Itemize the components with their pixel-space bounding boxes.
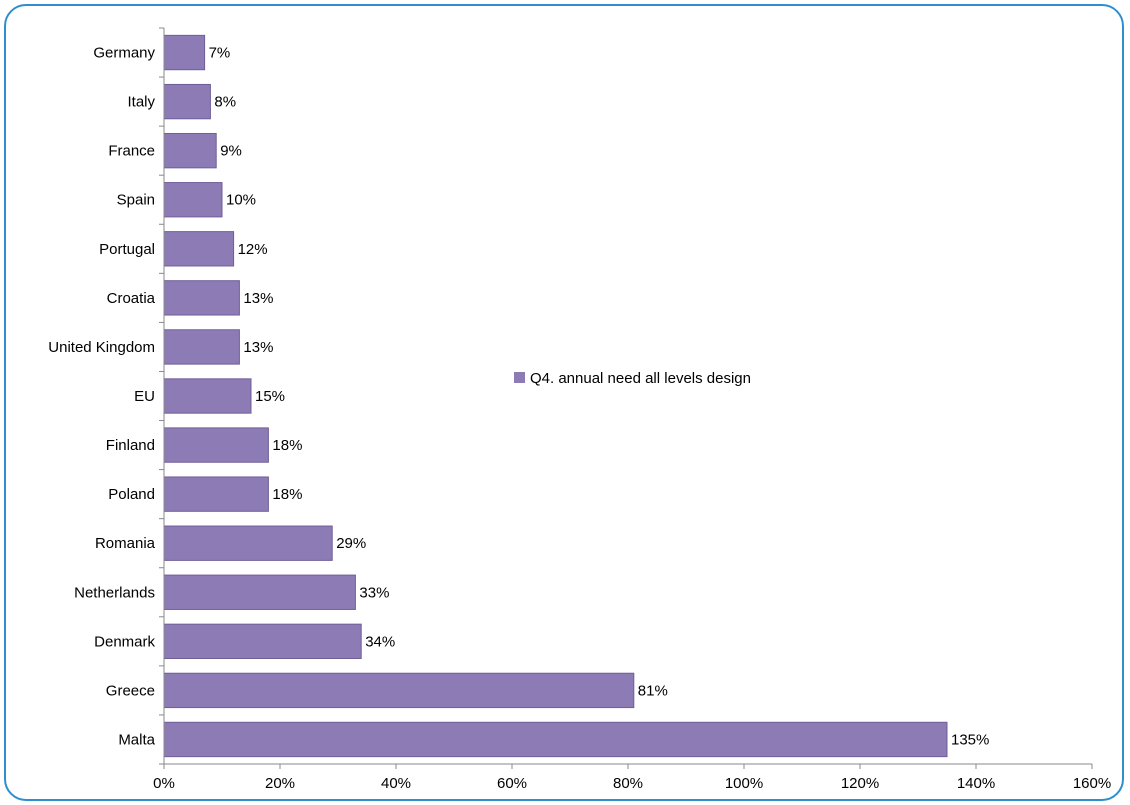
- x-tick-label: 100%: [725, 775, 763, 792]
- value-labels: 7% 8% 9% 10% 12% 13% 13% 15% 18% 18% 29% 33% 34% 81% 1…: [209, 45, 990, 749]
- data-label: 7%: [209, 45, 231, 62]
- category-label: Romania: [95, 535, 156, 552]
- data-label: 13%: [243, 290, 273, 307]
- bar: [163, 280, 240, 316]
- data-label: 8%: [214, 94, 236, 111]
- bar: [163, 574, 356, 610]
- x-tick-label: 40%: [381, 775, 411, 792]
- bar: [163, 525, 333, 561]
- bar: [163, 378, 252, 414]
- bar: [163, 34, 206, 71]
- data-label: 81%: [638, 682, 668, 699]
- category-label: Finland: [106, 437, 155, 454]
- category-label: Germany: [93, 45, 155, 62]
- legend: Q4. annual need all levels design: [514, 370, 751, 387]
- x-tick-label: 20%: [265, 775, 295, 792]
- bar: [163, 231, 235, 267]
- category-label: Italy: [127, 94, 155, 111]
- data-label: 12%: [238, 241, 268, 258]
- axes: 0% 20% 40% 60% 80% 100% 120% 140% 160%: [153, 27, 1111, 792]
- legend-label: Q4. annual need all levels design: [530, 370, 751, 387]
- category-label: Croatia: [107, 290, 156, 307]
- bar: [163, 329, 240, 365]
- category-label: France: [108, 143, 155, 160]
- bar: [163, 672, 635, 709]
- data-label: 18%: [272, 437, 302, 454]
- category-label: Netherlands: [74, 584, 155, 601]
- data-label: 15%: [255, 388, 285, 405]
- x-tick-label: 60%: [497, 775, 527, 792]
- bar: [163, 83, 211, 120]
- legend-swatch: [514, 372, 525, 383]
- data-label: 9%: [220, 143, 242, 160]
- data-label: 13%: [243, 339, 273, 356]
- bar: [163, 721, 948, 758]
- category-label: Greece: [106, 682, 155, 699]
- x-tick-label: 80%: [613, 775, 643, 792]
- category-label: Poland: [108, 486, 155, 503]
- bar: [163, 476, 269, 512]
- x-tick-label: 140%: [957, 775, 995, 792]
- bar: [163, 132, 217, 169]
- category-labels: Germany Italy France Spain Portugal Croatia Un…: [48, 45, 155, 749]
- category-label: Portugal: [99, 241, 155, 258]
- data-label: 135%: [951, 731, 989, 748]
- x-tick-label: 160%: [1073, 775, 1111, 792]
- category-label: Malta: [118, 731, 155, 748]
- bar: [163, 623, 362, 660]
- x-tick-label: 0%: [153, 775, 175, 792]
- data-label: 18%: [272, 486, 302, 503]
- data-label: 34%: [365, 633, 395, 650]
- bar: [163, 182, 223, 218]
- bar: [163, 427, 269, 463]
- category-label: Spain: [117, 192, 155, 209]
- data-label: 10%: [226, 192, 256, 209]
- x-tick-label: 120%: [841, 775, 879, 792]
- category-label: Denmark: [94, 633, 155, 650]
- data-label: 33%: [359, 584, 389, 601]
- data-label: 29%: [336, 535, 366, 552]
- bars-layer: [163, 34, 948, 758]
- category-label: EU: [134, 388, 155, 405]
- category-label: United Kingdom: [48, 339, 155, 356]
